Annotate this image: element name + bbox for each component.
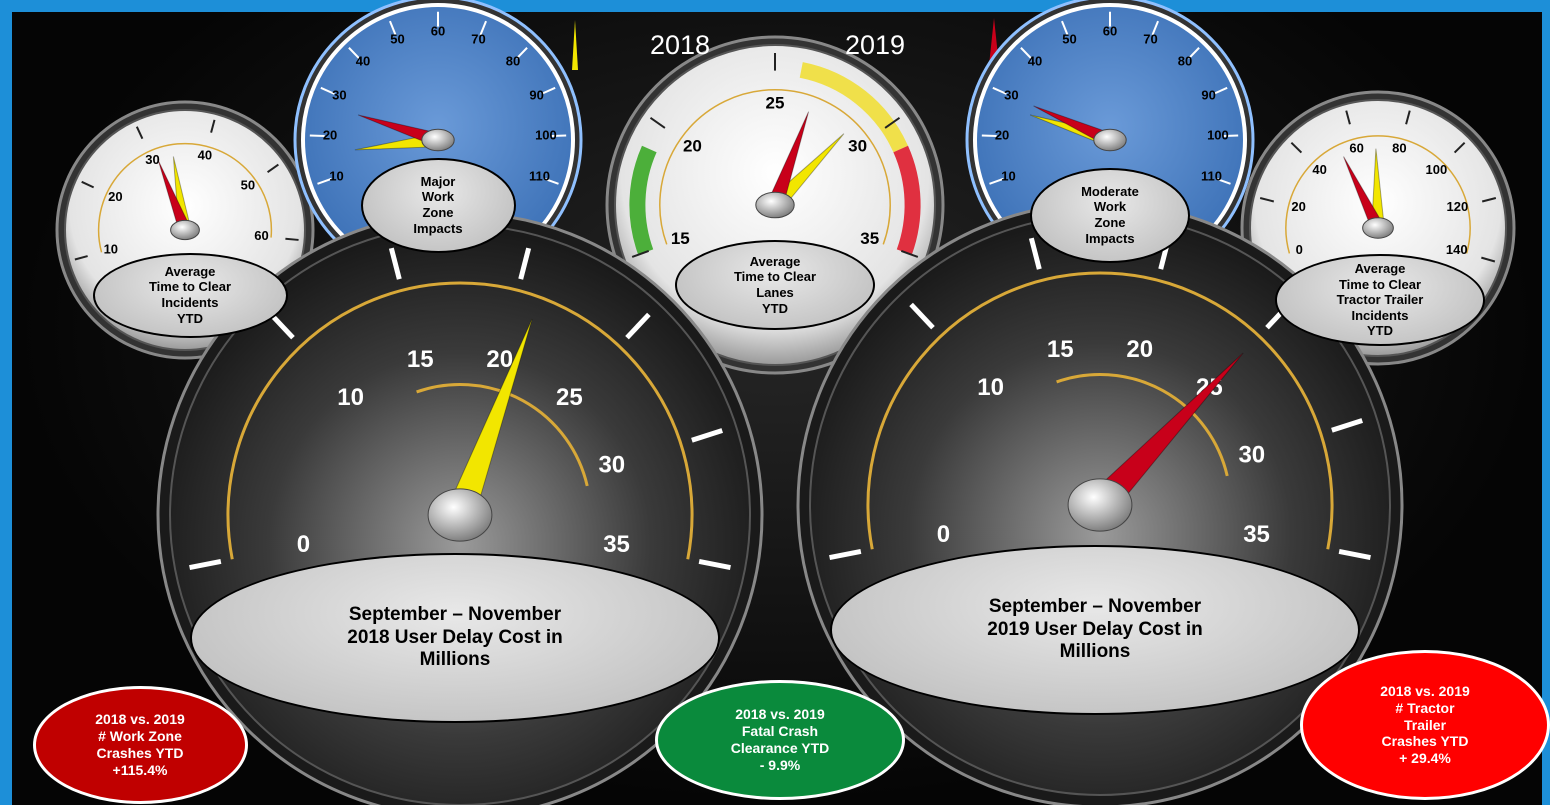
needle-hub [756, 192, 794, 218]
tick-label: 15 [1047, 336, 1074, 363]
tick-label: 110 [1201, 168, 1222, 183]
tick-label: 20 [1291, 199, 1305, 214]
tick-label: 50 [241, 177, 255, 192]
needle-hub [422, 129, 454, 151]
tick-label: 100 [1426, 162, 1448, 177]
tick-mark [285, 239, 298, 240]
tick-label: 40 [1312, 162, 1326, 177]
tick-label: 70 [471, 31, 485, 46]
tick-label: 10 [977, 374, 1004, 401]
needle-hub [1363, 218, 1394, 238]
tick-label: 0 [937, 521, 950, 548]
tick-label: 25 [556, 384, 583, 411]
tick-label: 25 [766, 94, 785, 113]
tick-label: 60 [254, 228, 268, 243]
gauge-title: Moderate Work Zone Impacts [1030, 168, 1190, 263]
tick-label: 15 [407, 346, 434, 373]
tick-label: 40 [1028, 54, 1042, 69]
callout: 2018 vs. 2019 # Tractor Trailer Crashes … [1300, 650, 1550, 800]
tick-label: 30 [1004, 88, 1018, 103]
legend-2019: 2019 [845, 30, 905, 61]
tick-label: 20 [486, 346, 513, 373]
needle-hub [171, 220, 200, 239]
gauge-title: Average Time to Clear Lanes YTD [675, 240, 875, 330]
tick-label: 60 [431, 23, 445, 38]
callout: 2018 vs. 2019 # Work Zone Crashes YTD +1… [33, 686, 248, 804]
needle-hub [1068, 479, 1132, 531]
needle-hub [1094, 129, 1126, 151]
tick-label: 80 [506, 54, 520, 69]
tick-label: 100 [1207, 128, 1229, 143]
tick-label: 110 [529, 168, 550, 183]
tick-label: 35 [860, 229, 879, 248]
tick-label: 0 [297, 531, 310, 558]
tick-label: 80 [1392, 140, 1406, 155]
tick-label: 35 [603, 531, 630, 558]
tick-label: 30 [145, 152, 159, 167]
tick-label: 30 [848, 137, 867, 156]
tick-label: 35 [1243, 521, 1270, 548]
gauge-title: September – November 2018 User Delay Cos… [190, 553, 720, 723]
tick-label: 80 [1178, 54, 1192, 69]
tick-label: 20 [995, 128, 1009, 143]
callout: 2018 vs. 2019 Fatal Crash Clearance YTD … [655, 680, 905, 800]
gauge-title: Average Time to Clear Incidents YTD [93, 253, 288, 338]
tick-label: 15 [671, 229, 690, 248]
tick-label: 20 [323, 128, 337, 143]
tick-label: 10 [104, 241, 118, 256]
legend-2018: 2018 [650, 30, 710, 61]
tick-label: 70 [1143, 31, 1157, 46]
tick-label: 20 [683, 137, 702, 156]
tick-label: 20 [1126, 336, 1153, 363]
legend-icon [572, 20, 578, 70]
tick-label: 10 [1001, 168, 1015, 183]
tick-label: 50 [390, 31, 404, 46]
tick-label: 50 [1062, 31, 1076, 46]
tick-label: 60 [1349, 140, 1363, 155]
tick-label: 120 [1447, 199, 1469, 214]
gauge-title: Major Work Zone Impacts [361, 158, 516, 253]
tick-label: 40 [198, 147, 212, 162]
tick-label: 90 [1201, 88, 1215, 103]
tick-label: 40 [356, 54, 370, 69]
tick-label: 140 [1446, 242, 1468, 257]
tick-label: 20 [108, 189, 122, 204]
tick-label: 30 [598, 451, 625, 478]
tick-label: 60 [1103, 23, 1117, 38]
tick-label: 30 [332, 88, 346, 103]
tick-label: 90 [529, 88, 543, 103]
gauge-title: Average Time to Clear Tractor Trailer In… [1275, 254, 1485, 346]
dashboard: 1020304050601020304050607080901001101520… [0, 0, 1550, 805]
tick-label: 100 [535, 128, 557, 143]
tick-label: 30 [1238, 441, 1265, 468]
tick-label: 0 [1296, 242, 1303, 257]
tick-label: 10 [329, 168, 343, 183]
tick-label: 10 [337, 384, 364, 411]
needle-hub [428, 489, 492, 541]
gauge-title: September – November 2019 User Delay Cos… [830, 545, 1360, 715]
